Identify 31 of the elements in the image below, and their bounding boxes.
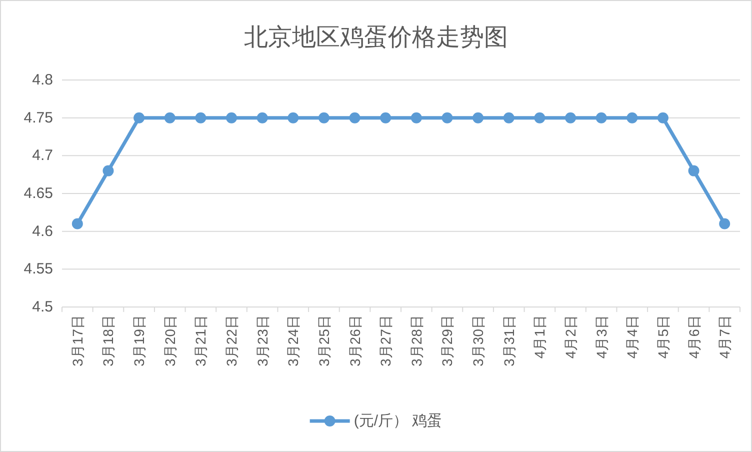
x-tick-label: 3月23日	[254, 315, 270, 366]
x-tick-label: 3月22日	[224, 315, 240, 366]
y-tick-label: 4.5	[32, 298, 53, 316]
y-tick-label: 4.7	[32, 147, 53, 164]
x-tick-label: 3月24日	[285, 315, 302, 366]
x-tick-label: 3月27日	[378, 315, 394, 366]
y-tick-label: 4.8	[32, 72, 53, 88]
x-tick-label: 4月3日	[593, 315, 610, 359]
x-tick-label: 3月25日	[316, 315, 332, 366]
x-tick-label: 3月30日	[470, 315, 486, 366]
x-tick-label: 4月2日	[562, 315, 578, 359]
x-tick-label: 3月28日	[408, 315, 424, 366]
x-tick-label: 3月26日	[346, 315, 363, 366]
legend-label: (元/斤） 鸡蛋	[354, 412, 442, 430]
x-tick-label: 4月6日	[686, 315, 702, 359]
x-tick-label: 3月21日	[192, 315, 209, 366]
y-tick-label: 4.6	[32, 222, 53, 240]
x-tick-label: 4月4日	[624, 315, 640, 359]
x-tick-label: 3月20日	[162, 315, 178, 366]
x-tick-label: 3月18日	[100, 315, 116, 366]
x-tick-label: 3月17日	[69, 315, 86, 366]
x-tick-label: 3月31日	[500, 315, 517, 366]
x-tick-label: 3月19日	[131, 315, 148, 366]
x-tick-label: 4月1日	[532, 315, 548, 359]
title: 北京地区鸡蛋价格走势图	[244, 24, 508, 51]
x-tick-label: 4月5日	[654, 315, 671, 359]
x-tick-label: 4月7日	[716, 315, 733, 359]
y-tick-label: 4.55	[24, 260, 53, 278]
y-tick-label: 4.75	[24, 109, 53, 126]
x-tick-label: 3月29日	[439, 315, 456, 366]
y-tick-label: 4.65	[24, 185, 53, 202]
